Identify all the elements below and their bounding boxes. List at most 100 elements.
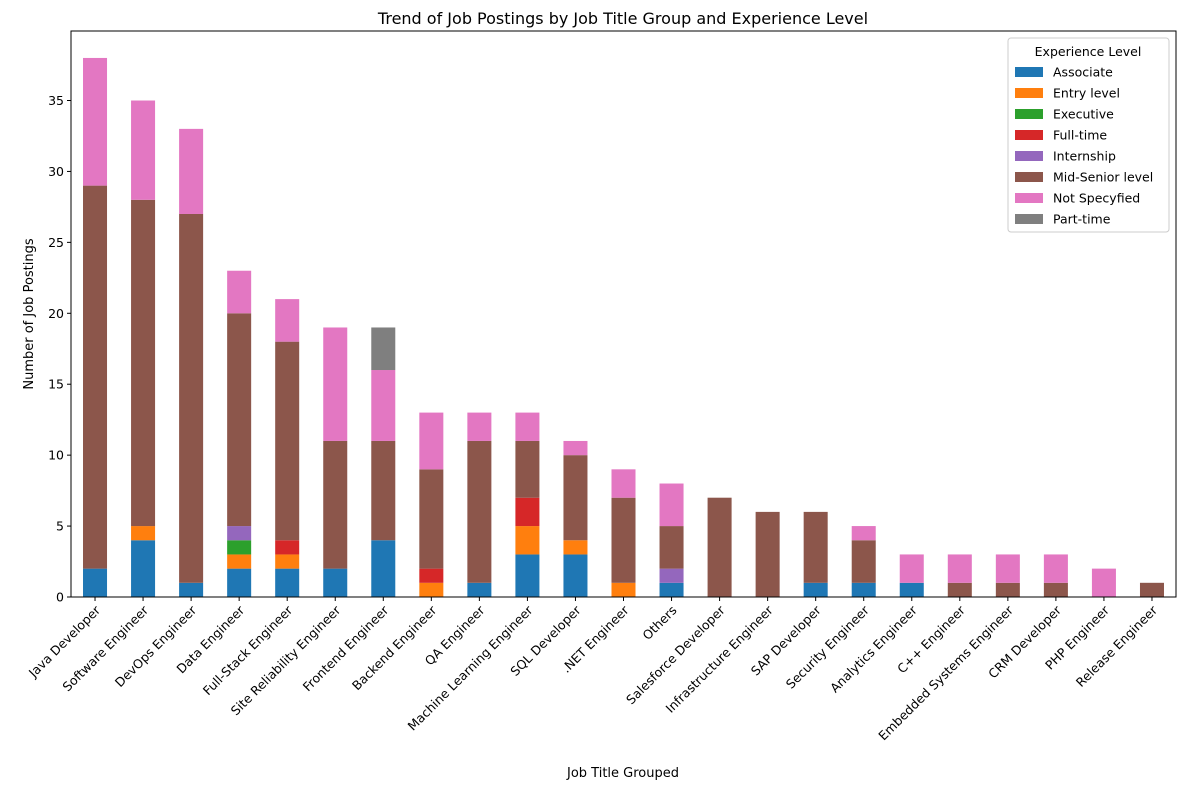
bar-segment (419, 469, 444, 569)
bar-segment (563, 554, 588, 597)
x-tick-label: Backend Engineer (349, 602, 440, 693)
bar-segment (467, 412, 492, 441)
legend-label: Part-time (1053, 212, 1111, 227)
bar-segment (947, 554, 972, 583)
x-axis-title: Job Title Grouped (566, 766, 679, 781)
bar-segment (563, 455, 588, 541)
bar-segment (611, 582, 636, 597)
legend-swatch (1015, 67, 1043, 77)
legend-label: Entry level (1053, 86, 1120, 101)
legend-items: Associate Entry level Executive Full-time In… (1015, 65, 1153, 227)
legend-title: Experience Level (1035, 44, 1142, 59)
y-tick-label: 10 (48, 448, 64, 463)
bar-segment (467, 440, 492, 583)
bar-segment (323, 568, 348, 597)
bar-segment (515, 412, 540, 441)
bar-segment (563, 540, 588, 555)
plot-frame (70, 30, 1177, 598)
x-tick-label: Release Engineer (1073, 602, 1161, 690)
y-tick-label: 15 (48, 377, 64, 392)
bar-segment (419, 412, 444, 470)
x-tick-label: Software Engineer (59, 602, 151, 694)
legend-swatch (1015, 172, 1043, 182)
bar-segment (371, 440, 396, 541)
bar-segment (419, 568, 444, 583)
bar-segment (899, 582, 924, 597)
x-tick-label: Frontend Engineer (300, 602, 392, 694)
bar-segment (227, 270, 252, 314)
bar-segment (179, 213, 204, 583)
legend-label: Associate (1053, 65, 1113, 80)
bar-segment (275, 554, 300, 569)
bar-segment (563, 440, 588, 456)
bar-segment (851, 540, 876, 583)
x-tick-label: Others (639, 603, 679, 643)
bar-segment (131, 100, 156, 200)
bar-segment (371, 370, 396, 441)
bar-segment (419, 582, 444, 597)
legend-swatch (1015, 130, 1043, 140)
bar-segment (131, 540, 156, 597)
legend-swatch (1015, 109, 1043, 119)
y-tick-label: 35 (48, 93, 64, 108)
bar-segment (371, 540, 396, 597)
y-tick-label: 25 (48, 235, 64, 250)
bar-segment (227, 568, 252, 597)
bar-segment (707, 497, 732, 597)
bar-segment (803, 582, 828, 597)
legend-label: Not Specyfied (1053, 191, 1140, 206)
bar-segment (803, 511, 828, 583)
bar-segment (611, 469, 636, 498)
y-tick-label: 30 (48, 164, 64, 179)
bar-segment (515, 526, 540, 555)
bar-segment (83, 568, 108, 597)
bar-segment (83, 185, 108, 569)
bar-segment (227, 313, 252, 527)
x-tick-label: Analytics Engineer (827, 602, 921, 696)
bar-segment (323, 440, 348, 569)
bar-segment (467, 582, 492, 597)
bar-segment (323, 327, 348, 441)
bar-segment (83, 57, 108, 186)
legend-box (1007, 37, 1170, 233)
bar-segment (755, 511, 780, 597)
bar-segment (275, 568, 300, 597)
bar-segment (1043, 582, 1068, 597)
x-tick-label: DevOps Engineer (112, 602, 200, 690)
y-tick-label: 0 (56, 590, 64, 605)
bar-segment (659, 568, 684, 583)
bar-segment (131, 199, 156, 527)
x-tick-label: Full-Stack Engineer (200, 602, 296, 698)
y-axis: 0 5 10 15 20 25 30 35 (48, 93, 71, 605)
bar-segment (659, 483, 684, 527)
bar-segment (227, 526, 252, 541)
bar-segment (851, 526, 876, 541)
bars-layer (83, 57, 1164, 597)
legend-swatch (1015, 88, 1043, 98)
y-tick-label: 5 (56, 519, 64, 534)
bar-segment (947, 582, 972, 597)
y-tick-label: 20 (48, 306, 64, 321)
legend-label: Executive (1053, 107, 1114, 122)
bar-segment (515, 554, 540, 597)
bar-segment (851, 582, 876, 597)
legend-label: Mid-Senior level (1053, 170, 1153, 185)
bar-segment (659, 526, 684, 569)
bar-segment (995, 554, 1020, 583)
bar-segment (227, 540, 252, 555)
bar-segment (659, 582, 684, 597)
x-tick-label: Security Engineer (783, 602, 873, 692)
bar-segment (899, 554, 924, 583)
bar-segment (515, 497, 540, 527)
legend-label: Internship (1053, 149, 1116, 164)
bar-segment (131, 526, 156, 541)
bar-segment (275, 540, 300, 555)
bar-segment (179, 128, 204, 214)
bar-segment (227, 554, 252, 569)
chart-title: Trend of Job Postings by Job Title Group… (377, 9, 868, 28)
bar-segment (1139, 582, 1164, 597)
bar-segment (995, 582, 1020, 597)
